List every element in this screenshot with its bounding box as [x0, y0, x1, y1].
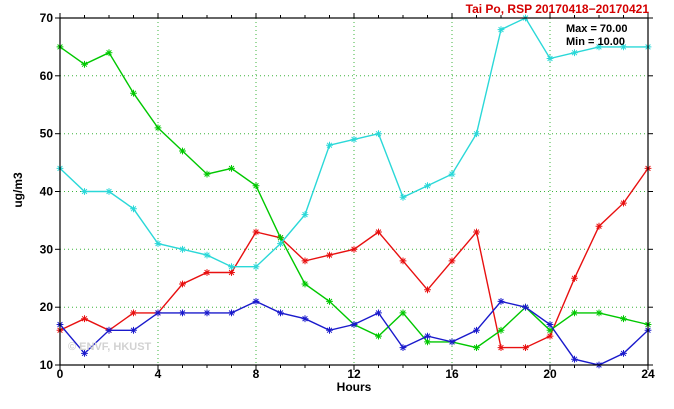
svg-text:30: 30 — [40, 242, 54, 256]
svg-text:10: 10 — [40, 358, 54, 372]
svg-text:70: 70 — [40, 11, 54, 25]
y-axis-label: ug/m3 — [11, 172, 25, 208]
svg-text:12: 12 — [347, 367, 361, 381]
min-annotation: Min = 10.00 — [566, 36, 626, 48]
max-annotation: Max = 70.00 — [566, 23, 628, 35]
svg-text:20: 20 — [543, 367, 557, 381]
watermark: © ENVF, HKUST — [68, 341, 152, 353]
svg-text:40: 40 — [40, 185, 54, 199]
svg-text:0: 0 — [57, 367, 64, 381]
series-markers-cyan — [56, 14, 652, 271]
svg-text:20: 20 — [40, 300, 54, 314]
x-axis-label: Hours — [336, 380, 372, 394]
series-markers-green — [56, 43, 652, 351]
svg-text:16: 16 — [445, 367, 459, 381]
svg-text:60: 60 — [40, 69, 54, 83]
chart-title: Tai Po, RSP 20170418−20170421 — [465, 2, 649, 16]
svg-text:24: 24 — [641, 367, 655, 381]
svg-text:4: 4 — [155, 367, 162, 381]
svg-text:8: 8 — [253, 367, 260, 381]
plot-border — [59, 17, 649, 366]
svg-text:50: 50 — [40, 127, 54, 141]
tick-labels: 0 4 8 12 16 20 24 10 20 30 40 50 60 70 — [40, 11, 655, 381]
